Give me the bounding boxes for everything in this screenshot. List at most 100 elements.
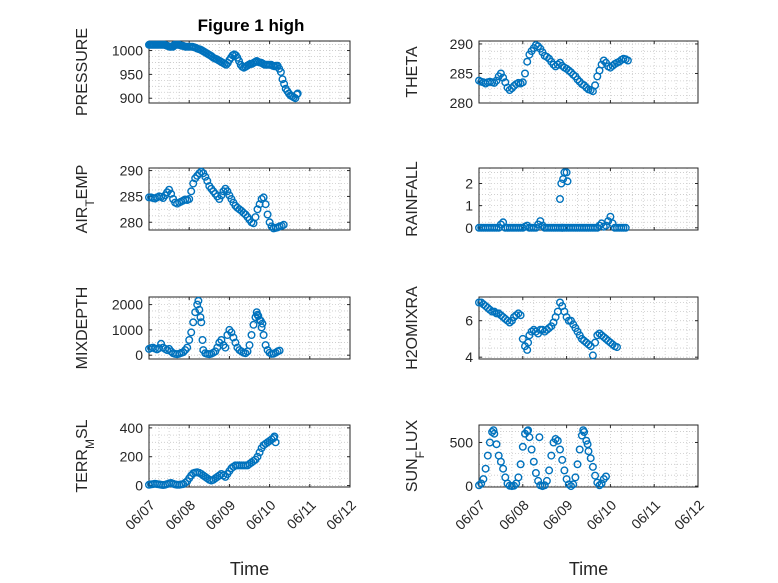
data-point <box>490 307 499 316</box>
data-point <box>597 479 606 488</box>
subplot-theta: 280 285 290 THETA <box>404 36 699 111</box>
data-point <box>529 457 538 466</box>
data-point <box>217 191 226 200</box>
y-axis-label: RAINFALL <box>404 161 421 237</box>
data-point <box>185 336 194 345</box>
data-point <box>582 83 591 92</box>
x-tick-label: 06/10 <box>583 497 619 533</box>
data-point <box>280 79 289 88</box>
data-point <box>195 305 204 314</box>
data-point <box>185 194 194 203</box>
data-point <box>496 69 505 78</box>
axes-box <box>148 167 351 231</box>
data-point <box>499 464 508 473</box>
data-point <box>583 440 592 449</box>
data-point <box>195 169 204 178</box>
data-point <box>527 445 536 454</box>
data-point <box>545 324 554 333</box>
data-point <box>247 331 256 340</box>
data-point <box>560 466 569 475</box>
data-point <box>580 81 589 90</box>
y-tick-label: 280 <box>120 214 144 230</box>
data-point <box>194 296 203 305</box>
data-point <box>518 78 527 87</box>
data-point <box>265 218 274 227</box>
data-point <box>261 200 270 209</box>
subplot-terr-msl: 0 200 400 TERRMSL 06/07 06/08 06/09 06/10 06/11 0… <box>74 419 359 579</box>
data-point <box>558 223 567 232</box>
data-point <box>507 84 516 93</box>
data-point <box>562 168 571 177</box>
data-point <box>490 429 499 438</box>
data-point <box>563 177 572 186</box>
x-tick-label: 06/08 <box>162 497 198 533</box>
data-point <box>477 479 486 488</box>
data-point <box>259 331 268 340</box>
data-point <box>187 187 196 196</box>
y-tick-label: 1000 <box>112 322 143 338</box>
x-tick-label: 06/07 <box>122 497 158 533</box>
data-point <box>567 68 576 77</box>
data-point <box>489 426 498 435</box>
data-point <box>606 212 615 221</box>
y-tick-label: 500 <box>450 434 474 450</box>
data-point <box>524 338 533 347</box>
data-point <box>524 426 533 435</box>
data-point <box>197 318 206 327</box>
data-point <box>278 75 287 84</box>
data-point <box>191 308 200 317</box>
data-point <box>514 309 523 318</box>
data-point <box>485 305 494 314</box>
data-point <box>595 481 604 490</box>
data-point <box>505 318 514 327</box>
data-point <box>621 223 630 232</box>
data-point <box>198 336 207 345</box>
data-point <box>483 451 492 460</box>
data-point <box>535 433 544 442</box>
y-tick-label: 2000 <box>112 297 143 313</box>
y-tick-label: 285 <box>120 188 144 204</box>
y-tick-label: 290 <box>450 36 474 52</box>
data-point <box>245 341 254 350</box>
y-tick-label: 280 <box>450 95 474 111</box>
data-point <box>201 172 210 181</box>
data-point <box>227 328 236 337</box>
y-axis-label: TERRMSL <box>74 419 97 492</box>
figure-title: Figure 1 high <box>198 16 305 35</box>
data-point <box>183 343 192 352</box>
data-point <box>573 460 582 469</box>
data-point <box>496 457 505 466</box>
axes-box <box>478 296 699 360</box>
y-tick-label: 400 <box>120 420 144 436</box>
data-point <box>488 428 497 437</box>
y-tick-label: 1000 <box>112 43 143 59</box>
data-point <box>534 476 543 485</box>
data-point <box>551 435 560 444</box>
data-point <box>481 464 490 473</box>
axes-box <box>148 296 351 360</box>
data-point <box>582 436 591 445</box>
data-point <box>270 432 279 441</box>
y-tick-label: 0 <box>135 478 143 494</box>
subplot-air-temp: 280 285 290 AIRTEMP <box>74 163 351 233</box>
data-point <box>499 73 508 82</box>
data-point <box>292 90 301 99</box>
data-point <box>553 436 562 445</box>
data-point <box>492 76 501 85</box>
data-point <box>503 316 512 325</box>
data-point <box>258 319 267 328</box>
data-point <box>479 475 488 484</box>
data-point <box>252 308 261 317</box>
data-point <box>293 89 302 98</box>
x-tick-label: 06/09 <box>202 497 238 533</box>
data-point <box>223 187 232 196</box>
data-point <box>241 349 250 358</box>
data-point <box>523 57 532 66</box>
data-point <box>197 167 206 176</box>
subplot-sun-flux: 0 500 SUNFLUX 06/07 06/08 06/09 06/10 06/11 06/1… <box>404 420 707 579</box>
data-point <box>181 478 190 487</box>
data-point <box>196 313 205 322</box>
data-point <box>217 336 226 345</box>
axes-box <box>148 40 351 104</box>
